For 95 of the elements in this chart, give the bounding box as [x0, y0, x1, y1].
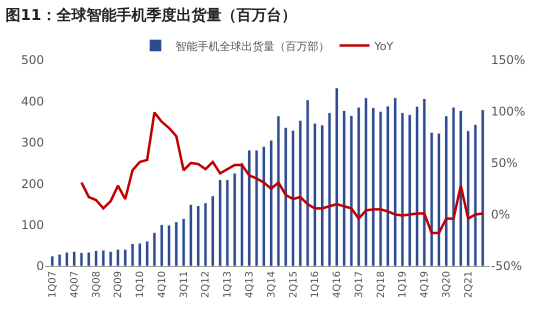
x-tick-label: 1Q19 — [398, 271, 409, 298]
x-tick-label: 1Q10 — [135, 271, 146, 298]
y-tick-label: 200 — [21, 176, 44, 191]
x-tick-label: 4Q16 — [332, 271, 344, 298]
legend-label: YoY — [374, 40, 394, 53]
bar — [313, 123, 317, 266]
bar — [276, 116, 280, 266]
bar — [124, 249, 127, 266]
y-tick-label: 500 — [21, 53, 44, 68]
bar — [298, 120, 302, 266]
bar — [422, 98, 426, 266]
bar — [452, 107, 456, 266]
x-tick-label: 1Q16 — [310, 271, 322, 298]
bar — [364, 98, 368, 266]
bar — [108, 251, 112, 266]
bar — [328, 112, 332, 266]
x-tick-label: 2Q12 — [200, 271, 212, 298]
bar — [167, 224, 171, 266]
x-tick-label: 2Q18 — [376, 271, 387, 298]
bar — [291, 130, 295, 266]
x-tick-label: 4Q13 — [244, 271, 256, 298]
x-tick-label: 3Q20 — [441, 271, 452, 298]
bar — [415, 106, 419, 266]
bar — [356, 107, 360, 266]
y-tick-label: 100 — [21, 218, 44, 232]
bar — [372, 108, 375, 266]
bar — [284, 127, 288, 266]
bar — [240, 162, 244, 266]
bar — [335, 88, 339, 266]
bar — [160, 224, 164, 266]
y2-tick-label: 150% — [491, 53, 526, 68]
bar — [393, 98, 397, 266]
bar — [378, 111, 382, 266]
y2-tick-label: 100% — [491, 104, 526, 119]
bar — [444, 116, 448, 266]
chart-title: 图11：全球智能手机季度出货量（百万台） — [6, 6, 296, 24]
bar — [320, 124, 324, 266]
bar — [80, 252, 84, 266]
x-tick-label: 4Q07 — [69, 271, 80, 298]
y-tick-label: 300 — [21, 136, 44, 150]
legend-label: 智能手机全球出货量（百万部） — [176, 40, 330, 53]
y-tick-label: 0 — [36, 259, 44, 274]
bar — [174, 222, 178, 266]
y2-tick-label: 50% — [491, 156, 518, 170]
bar — [65, 252, 69, 266]
bar — [248, 150, 251, 266]
bar — [269, 140, 273, 266]
bar — [232, 173, 236, 266]
bar — [218, 180, 222, 266]
bar — [400, 112, 404, 266]
bar — [437, 133, 441, 266]
x-tick-label: 4Q19 — [420, 271, 431, 298]
y2-tick-label: -50% — [491, 259, 522, 274]
bar — [459, 110, 463, 266]
bar — [138, 243, 142, 266]
x-tick-label: 3Q11 — [178, 271, 190, 298]
bar — [58, 254, 62, 266]
bar — [254, 150, 258, 266]
x-tick-label: 3Q17 — [354, 271, 365, 298]
bar — [145, 241, 149, 266]
bar — [182, 218, 186, 266]
bar — [116, 249, 120, 266]
bar — [342, 110, 346, 266]
bar — [408, 114, 412, 266]
x-tick-label: 2Q21 — [463, 271, 474, 298]
bar — [152, 232, 156, 266]
x-tick-label: 2Q09 — [113, 271, 124, 298]
bar — [350, 115, 354, 266]
bar — [130, 244, 134, 266]
bar — [211, 196, 214, 266]
bar — [196, 206, 200, 266]
bar — [50, 256, 54, 266]
bar — [306, 100, 310, 266]
line-series — [80, 111, 484, 234]
x-tick-label: 1Q07 — [48, 271, 59, 298]
x-tick-label: 4Q10 — [156, 271, 168, 298]
x-tick-label: 1Q13 — [222, 271, 234, 298]
bar — [430, 132, 434, 266]
bar — [87, 252, 90, 266]
bar — [189, 204, 193, 266]
bar — [481, 110, 484, 266]
bar — [226, 180, 230, 266]
x-tick-label: 3Q14 — [266, 271, 278, 298]
bar — [94, 250, 98, 266]
bar — [386, 106, 390, 266]
y-tick-label: 400 — [21, 94, 44, 108]
bar — [474, 124, 478, 266]
bar — [466, 130, 470, 266]
bar — [102, 250, 106, 266]
bar — [72, 251, 76, 266]
x-tick-label: 3Q08 — [91, 271, 102, 298]
bar — [262, 146, 266, 266]
bar — [204, 202, 208, 266]
y2-tick-label: 0% — [491, 208, 510, 222]
x-tick-label: 2Q15 — [288, 271, 300, 298]
